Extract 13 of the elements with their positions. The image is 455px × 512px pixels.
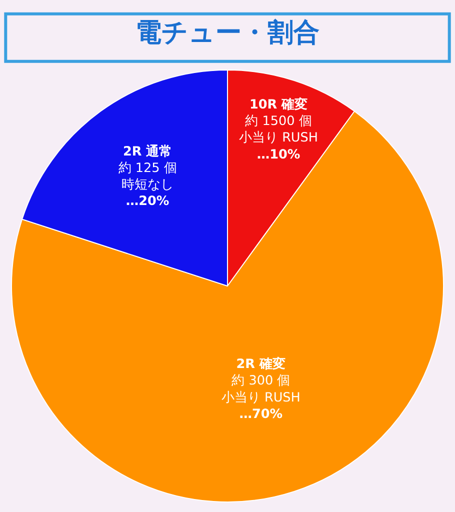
chart-title: 電チュー・割合 [136,18,320,48]
text: 小当り RUSH [239,130,318,146]
text: 時短なし [122,178,174,193]
data-label: …20% [126,194,170,210]
slice-label: 2R 通常 [122,143,172,160]
text: 小当り RUSH [221,390,300,406]
data-label: …70% [239,406,283,422]
slice-label: 2R 確変 [236,356,286,372]
text: 約 125 個 [118,160,177,176]
text: 約 1500 個 [245,114,312,130]
slice-label: 10R 確変 [249,96,308,112]
text: 約 300 個 [232,374,290,389]
data-label: …10% [256,147,300,162]
